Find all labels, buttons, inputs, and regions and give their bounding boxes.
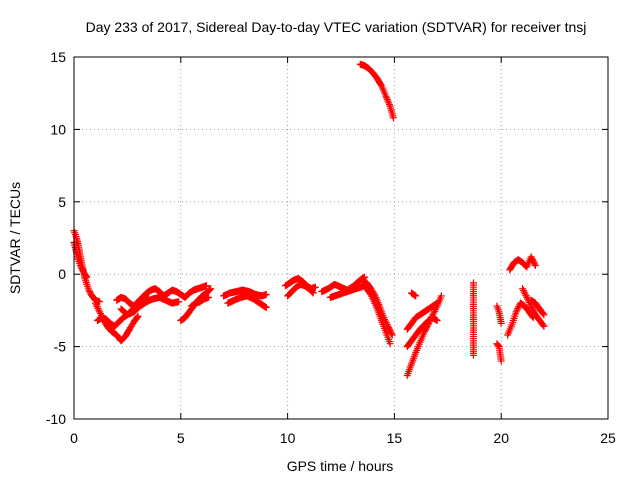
data-point bbox=[497, 357, 505, 365]
data-point bbox=[531, 260, 539, 268]
data-point bbox=[433, 317, 441, 325]
series-arc-p bbox=[356, 60, 397, 122]
data-point bbox=[308, 288, 316, 296]
data-point bbox=[309, 289, 317, 297]
x-tick-label: 0 bbox=[70, 430, 78, 446]
data-point bbox=[469, 351, 477, 359]
series-arc-h bbox=[187, 293, 213, 310]
x-tick-label: 5 bbox=[177, 430, 185, 446]
series-arc-u bbox=[469, 279, 477, 359]
data-point bbox=[374, 299, 382, 307]
data-point bbox=[540, 322, 548, 330]
chart-title: Day 233 of 2017, Sidereal Day-to-day VTE… bbox=[86, 19, 587, 35]
data-point bbox=[202, 282, 210, 290]
series-arc-v bbox=[493, 302, 505, 327]
y-tick-label: 10 bbox=[50, 121, 66, 137]
series-arc-y bbox=[506, 253, 539, 274]
x-tick-label: 20 bbox=[493, 430, 509, 446]
series-arc-l bbox=[284, 280, 317, 300]
data-point bbox=[377, 81, 385, 89]
plot-frame bbox=[73, 56, 609, 420]
y-axis-label: SDTVAR / TECUs bbox=[7, 182, 23, 294]
data-point bbox=[375, 300, 383, 308]
series-arc-c bbox=[91, 299, 142, 345]
series-arc-i bbox=[220, 286, 270, 300]
data-point bbox=[385, 101, 393, 109]
y-tick-label: 15 bbox=[50, 49, 66, 65]
data-point bbox=[531, 262, 539, 270]
axes: 0 5 10 15 20 25 -10 -5 0 5 10 15 bbox=[46, 49, 616, 446]
data-point bbox=[96, 298, 104, 306]
data-point bbox=[388, 331, 396, 339]
data-point bbox=[371, 292, 379, 300]
data-point bbox=[370, 290, 378, 298]
x-tick-label: 15 bbox=[387, 430, 403, 446]
data-point bbox=[373, 295, 381, 303]
data-point bbox=[311, 283, 319, 291]
data-point bbox=[262, 304, 270, 312]
x-tick-label: 25 bbox=[600, 430, 616, 446]
data-point bbox=[386, 340, 394, 348]
data-point bbox=[383, 95, 391, 103]
y-tick-label: -10 bbox=[46, 411, 66, 427]
data-point bbox=[175, 298, 183, 306]
data-point bbox=[206, 285, 214, 293]
y-tick-label: -5 bbox=[54, 339, 67, 355]
data-point bbox=[539, 321, 547, 329]
data-point bbox=[497, 319, 505, 327]
data-point bbox=[207, 285, 215, 293]
series-arc-aa bbox=[527, 296, 548, 319]
series-arc-f bbox=[117, 293, 183, 319]
series-arc-e bbox=[113, 282, 210, 310]
data-point bbox=[389, 114, 397, 122]
data-point bbox=[205, 286, 213, 294]
series-arc-j bbox=[224, 292, 270, 312]
data-point bbox=[262, 290, 270, 298]
x-axis-label: GPS time / hours bbox=[287, 458, 394, 474]
series-arc-x bbox=[504, 299, 537, 339]
data-point bbox=[373, 297, 381, 305]
data-point bbox=[494, 342, 502, 350]
data-point bbox=[385, 99, 393, 107]
series-arc-o bbox=[358, 276, 396, 339]
series-arc-b bbox=[70, 238, 91, 281]
grid-lines bbox=[74, 57, 608, 419]
data-point bbox=[82, 272, 90, 280]
data-point bbox=[412, 292, 420, 300]
data-point bbox=[83, 273, 91, 281]
data-point bbox=[372, 294, 380, 302]
data-point bbox=[539, 310, 547, 318]
series-arc-s bbox=[403, 314, 441, 351]
data-point bbox=[388, 330, 396, 338]
data-point bbox=[133, 313, 141, 321]
y-tick-label: 5 bbox=[58, 194, 66, 210]
data-point bbox=[205, 293, 213, 301]
series-arc-w bbox=[493, 340, 505, 365]
y-tick-label: 0 bbox=[58, 266, 66, 282]
data-points bbox=[70, 60, 548, 380]
data-point bbox=[383, 94, 391, 102]
series-arc-t bbox=[407, 289, 420, 300]
data-point bbox=[540, 311, 548, 319]
data-point bbox=[134, 312, 142, 320]
data-point bbox=[384, 97, 392, 105]
data-point bbox=[437, 292, 445, 300]
x-tick-label: 10 bbox=[280, 430, 296, 446]
data-point bbox=[382, 92, 390, 100]
